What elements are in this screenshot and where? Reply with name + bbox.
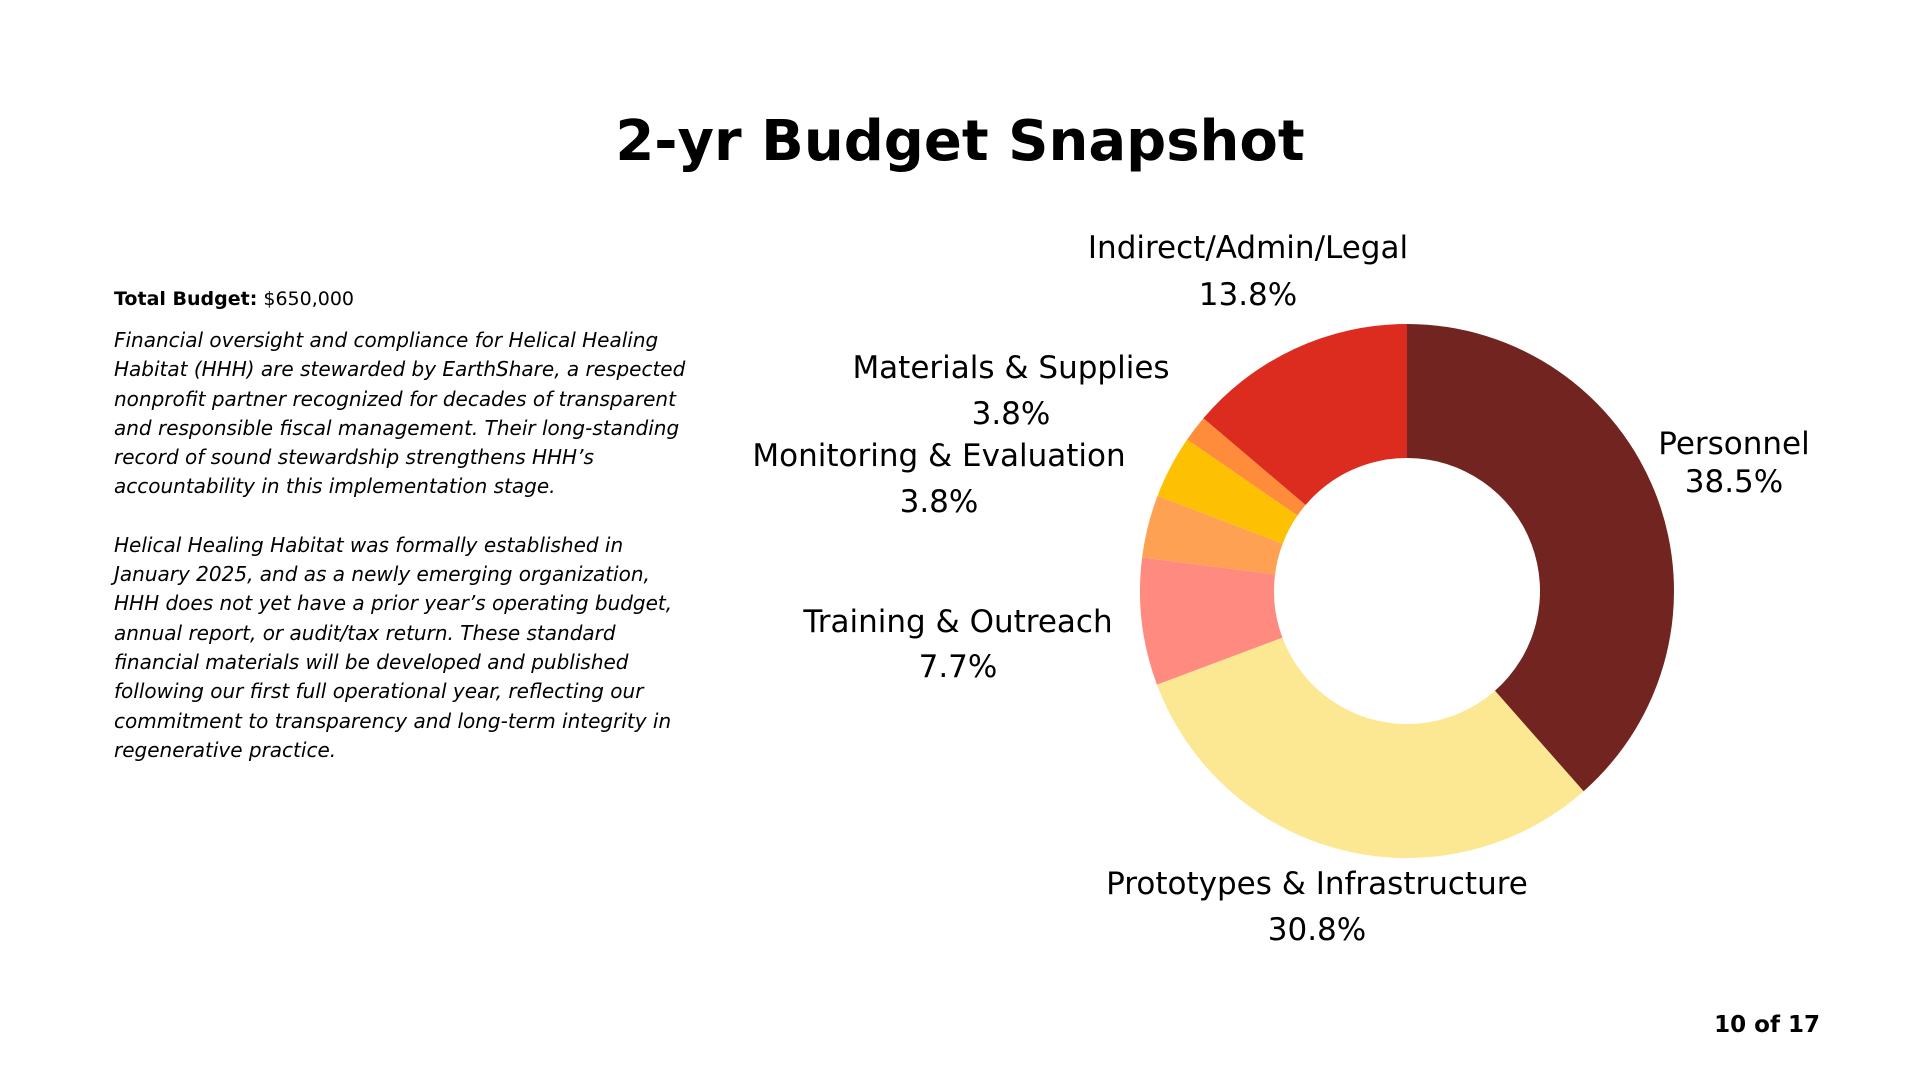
donut-slice-other [1187, 418, 1306, 516]
slice-label-training-and-outreach: Training & Outreach [802, 604, 1112, 640]
donut-slice-training-and-outreach [1140, 557, 1283, 685]
total-budget-label: Total Budget: [114, 288, 258, 310]
donut-slice-materials-and-supplies [1157, 439, 1298, 544]
slice-label-personnel: Personnel [1658, 426, 1810, 462]
slice-value-indirect-admin-legal: 13.8% [1199, 277, 1297, 313]
slice-label-indirect-admin-legal: Indirect/Admin/Legal [1088, 230, 1408, 266]
paragraph-establishment: Helical Healing Habitat was formally est… [114, 532, 673, 762]
slice-label-prototypes-and-infrastructure: Prototypes & Infrastructure [1106, 866, 1528, 902]
page-title: 2-yr Budget Snapshot [615, 109, 1305, 174]
slice-value-training-and-outreach: 7.7% [919, 649, 998, 685]
slice-label-materials-and-supplies: Materials & Supplies [852, 350, 1169, 386]
slice-label-monitoring-and-evaluation: Monitoring & Evaluation [752, 438, 1125, 474]
budget-description: Total Budget: $650,000 Financial oversig… [114, 284, 694, 794]
donut-slice-prototypes-and-infrastructure [1156, 637, 1584, 858]
slice-value-personnel: 38.5% [1685, 464, 1783, 500]
donut-slice-personnel [1407, 324, 1674, 792]
total-budget-value: $650,000 [257, 288, 355, 310]
paragraph-oversight: Financial oversight and compliance for H… [114, 328, 686, 499]
donut-slice-indirect-admin-legal [1203, 324, 1407, 505]
slice-value-prototypes-and-infrastructure: 30.8% [1268, 912, 1366, 948]
total-budget-line: Total Budget: $650,000 [114, 284, 694, 314]
donut-slice-monitoring-and-evaluation [1142, 495, 1283, 575]
slice-value-materials-and-supplies: 3.8% [972, 396, 1051, 432]
slice-value-monitoring-and-evaluation: 3.8% [900, 484, 979, 520]
page-number: 10 of 17 [1714, 1012, 1820, 1038]
